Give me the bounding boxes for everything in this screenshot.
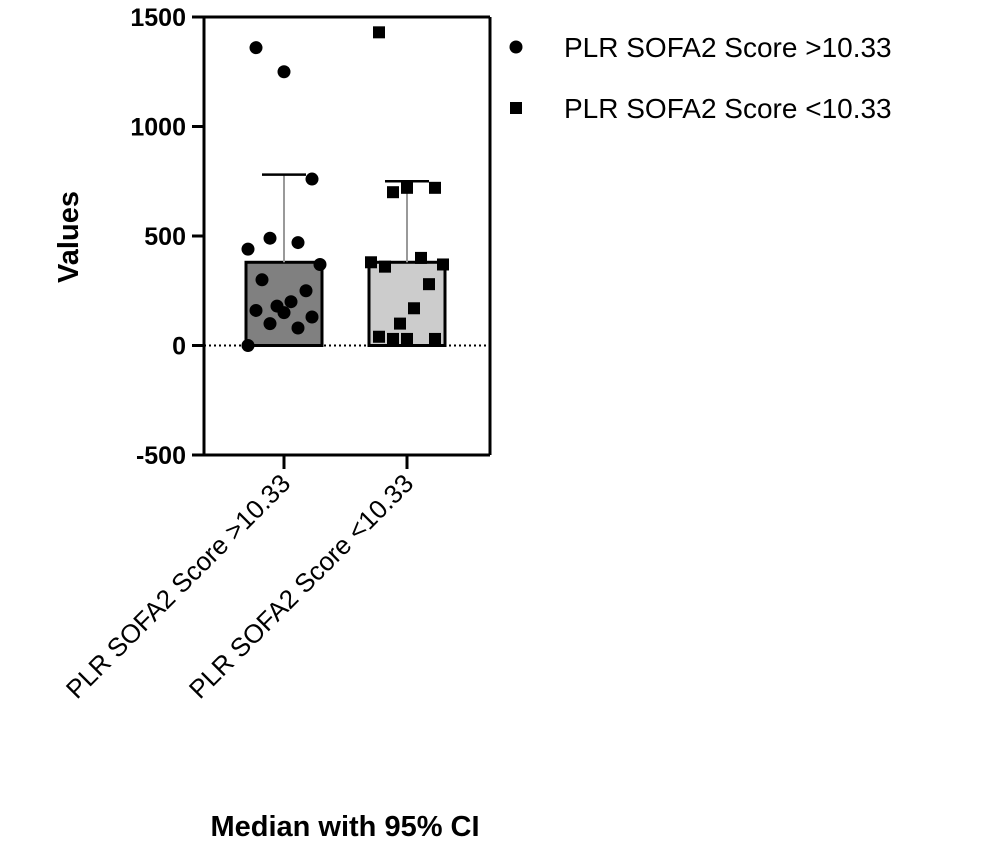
legend-label: PLR SOFA2 Score >10.33 bbox=[564, 32, 892, 63]
data-point bbox=[401, 332, 413, 345]
data-point bbox=[401, 181, 413, 194]
y-tick-label: -500 bbox=[136, 442, 186, 470]
y-tick-label: 500 bbox=[144, 223, 186, 251]
data-point bbox=[249, 303, 263, 317]
data-point bbox=[305, 310, 319, 324]
x-axis-title: Median with 95% CI bbox=[210, 811, 479, 842]
data-point bbox=[305, 172, 319, 186]
data-point bbox=[241, 242, 255, 256]
y-axis-title: Values bbox=[53, 191, 85, 283]
y-axis: -500 0 500 1000 1500 bbox=[130, 4, 492, 470]
data-point bbox=[408, 302, 420, 315]
legend: PLR SOFA2 Score >10.33 PLR SOFA2 Score <1… bbox=[509, 32, 892, 124]
data-point bbox=[429, 181, 441, 194]
x-tick-label: PLR SOFA2 Score >10.33 bbox=[60, 468, 296, 704]
data-point bbox=[277, 306, 291, 320]
data-point bbox=[379, 260, 391, 273]
data-point bbox=[387, 186, 399, 199]
data-point bbox=[277, 65, 291, 79]
data-point bbox=[394, 317, 406, 330]
legend-marker bbox=[509, 40, 523, 54]
data-point bbox=[249, 41, 263, 55]
data-point bbox=[255, 273, 269, 287]
data-point bbox=[263, 317, 277, 331]
data-point bbox=[423, 278, 435, 291]
data-point bbox=[373, 26, 385, 39]
y-tick-label: 1000 bbox=[130, 114, 186, 142]
bar bbox=[244, 260, 324, 347]
data-point bbox=[284, 295, 298, 309]
legend-label: PLR SOFA2 Score <10.33 bbox=[564, 93, 892, 124]
x-tick-label: PLR SOFA2 Score <10.33 bbox=[183, 468, 419, 704]
y-tick-label: 0 bbox=[172, 333, 186, 361]
data-point bbox=[299, 284, 313, 298]
data-point bbox=[415, 251, 427, 264]
data-point bbox=[373, 330, 385, 343]
data-point bbox=[291, 236, 305, 250]
legend-marker bbox=[510, 102, 522, 114]
data-point bbox=[263, 231, 277, 245]
data-point bbox=[387, 332, 399, 345]
data-point bbox=[437, 258, 449, 271]
data-point bbox=[291, 321, 305, 335]
y-tick-label: 1500 bbox=[130, 4, 186, 32]
plot-area bbox=[204, 26, 490, 352]
data-point bbox=[429, 332, 441, 345]
data-point bbox=[365, 256, 377, 269]
data-point bbox=[241, 339, 255, 352]
data-point bbox=[313, 257, 327, 271]
